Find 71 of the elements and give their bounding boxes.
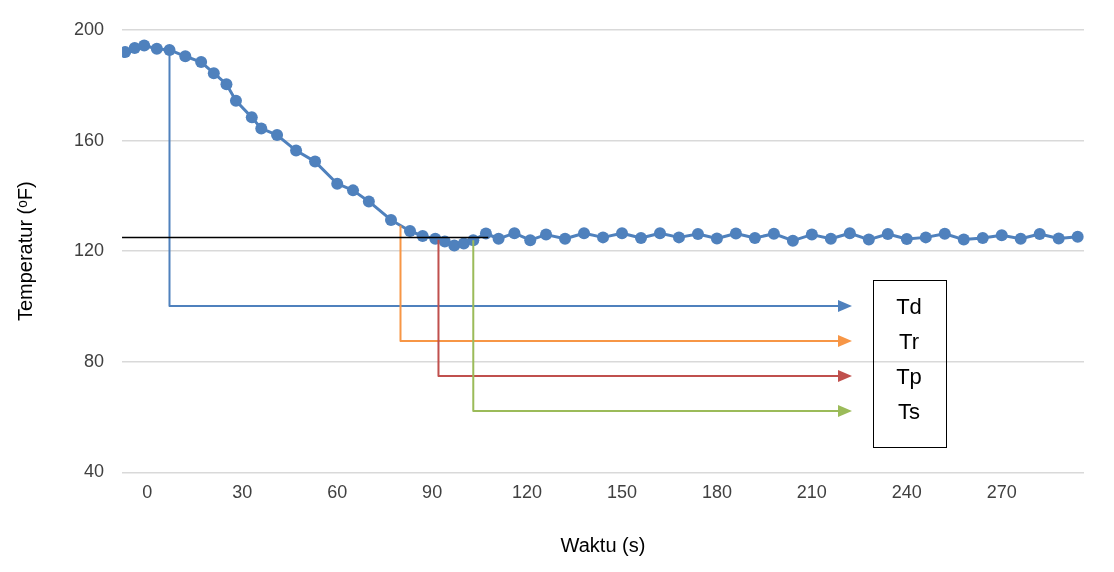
point [309,155,322,168]
y-tick-label: 200 [73,18,105,39]
point [479,227,492,240]
x-tick-label: 120 [512,482,543,503]
point [207,67,220,80]
x-axis-title: Waktu (s) [560,533,646,556]
point [1052,232,1065,245]
ref-line-label: Ts [898,399,920,425]
ref-line-label: Td [896,294,922,320]
y-tick-label: 40 [84,461,105,482]
point [919,231,932,244]
point [385,213,397,226]
point [195,56,208,69]
point [862,233,875,246]
point [347,184,360,197]
x-tick-label: 90 [422,482,443,503]
point [508,227,521,240]
y-tick-label: 160 [73,129,105,150]
point [597,231,610,244]
ref-line-label: Tp [896,364,922,390]
point [824,232,837,245]
point [691,228,704,241]
point [1071,230,1084,243]
point [229,94,242,107]
point [634,231,647,244]
x-tick-label: 30 [232,482,253,503]
point [271,129,284,142]
point [653,227,666,240]
point [748,231,761,244]
y-axis-title: Temperatur (ᵒF) [13,181,36,322]
point [331,177,344,190]
point [150,42,163,55]
point [255,122,268,135]
x-tick-label: 240 [891,482,922,503]
point [843,227,856,240]
ref-line-label: Tr [899,329,919,355]
point [403,225,416,238]
point [524,234,537,247]
point [710,232,723,245]
x-tick-label: 150 [606,482,638,503]
point [362,195,375,208]
point [578,227,591,240]
point [957,233,970,246]
point [492,232,505,245]
point [290,144,303,157]
point [805,228,818,241]
point [672,231,685,244]
x-tick-label: 60 [327,482,348,503]
x-tick-label: 0 [142,482,153,503]
point [729,227,742,240]
point [559,232,572,245]
point [1014,232,1027,245]
point [881,228,894,241]
point [900,233,913,246]
point [995,229,1008,242]
point [938,227,951,240]
x-tick-label: 210 [796,482,827,503]
point [220,78,233,91]
point [1033,228,1046,241]
x-tick-label: 270 [986,482,1017,503]
point [616,227,628,240]
point [786,234,799,247]
point [245,111,258,124]
point [138,39,151,52]
point [179,50,192,63]
x-tick-label: 180 [701,482,732,503]
y-tick-label: 120 [73,240,105,261]
point [767,227,780,240]
point [976,231,989,244]
point [540,228,553,241]
y-tick-label: 80 [84,350,105,371]
